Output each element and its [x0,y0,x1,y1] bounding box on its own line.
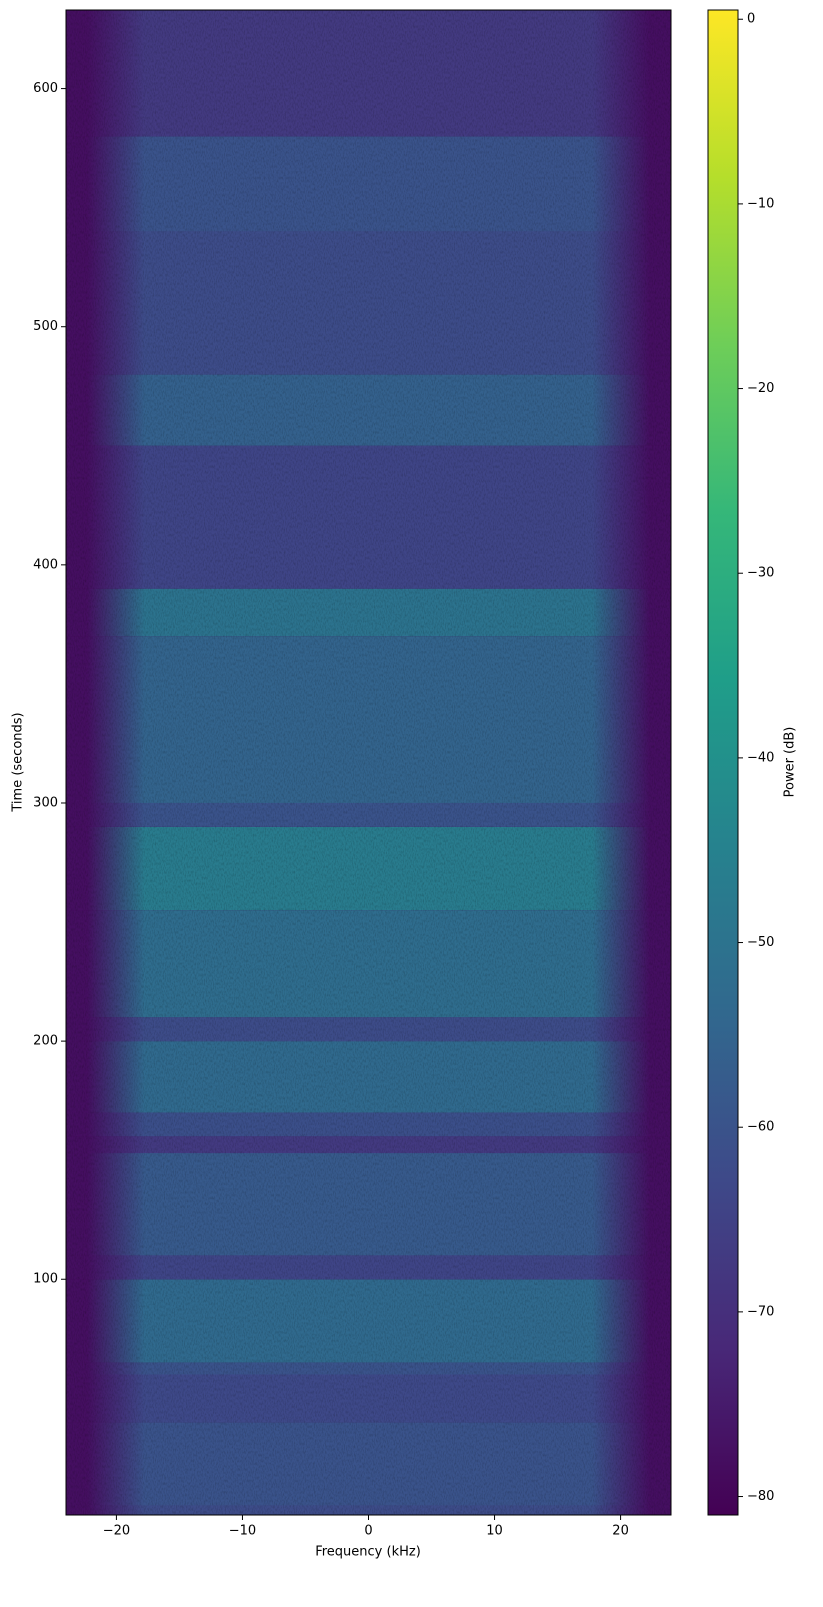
colorbar-tick-label: 0 [747,12,755,27]
y-tick-label: 600 [33,81,58,96]
y-tick-label: 100 [33,1272,58,1287]
x-tick-label: 20 [612,1524,629,1539]
colorbar-tick-label: −60 [747,1120,774,1135]
colorbar-tick-label: −70 [747,1304,774,1319]
x-axis-label: Frequency (kHz) [315,1545,421,1560]
colorbar-tick-label: −40 [747,750,774,765]
x-tick-label: −10 [229,1524,256,1539]
x-tick-label: −20 [103,1524,130,1539]
colorbar-tick-label: −80 [747,1489,774,1504]
colorbar-tick-label: −30 [747,566,774,581]
y-tick-label: 400 [33,557,58,572]
y-tick-label: 300 [33,795,58,810]
y-axis-label: Time (seconds) [11,712,26,812]
colorbar-tick-label: −10 [747,196,774,211]
noise-texture [66,10,671,1515]
x-tick-label: 10 [486,1524,503,1539]
x-tick-label: 0 [364,1524,372,1539]
y-tick-label: 500 [33,319,58,334]
colorbar-label: Power (dB) [783,727,798,798]
colorbar-tick-label: −20 [747,381,774,396]
colorbar [707,9,739,1516]
colorbar-tick-label: −50 [747,935,774,950]
y-tick-label: 200 [33,1034,58,1049]
